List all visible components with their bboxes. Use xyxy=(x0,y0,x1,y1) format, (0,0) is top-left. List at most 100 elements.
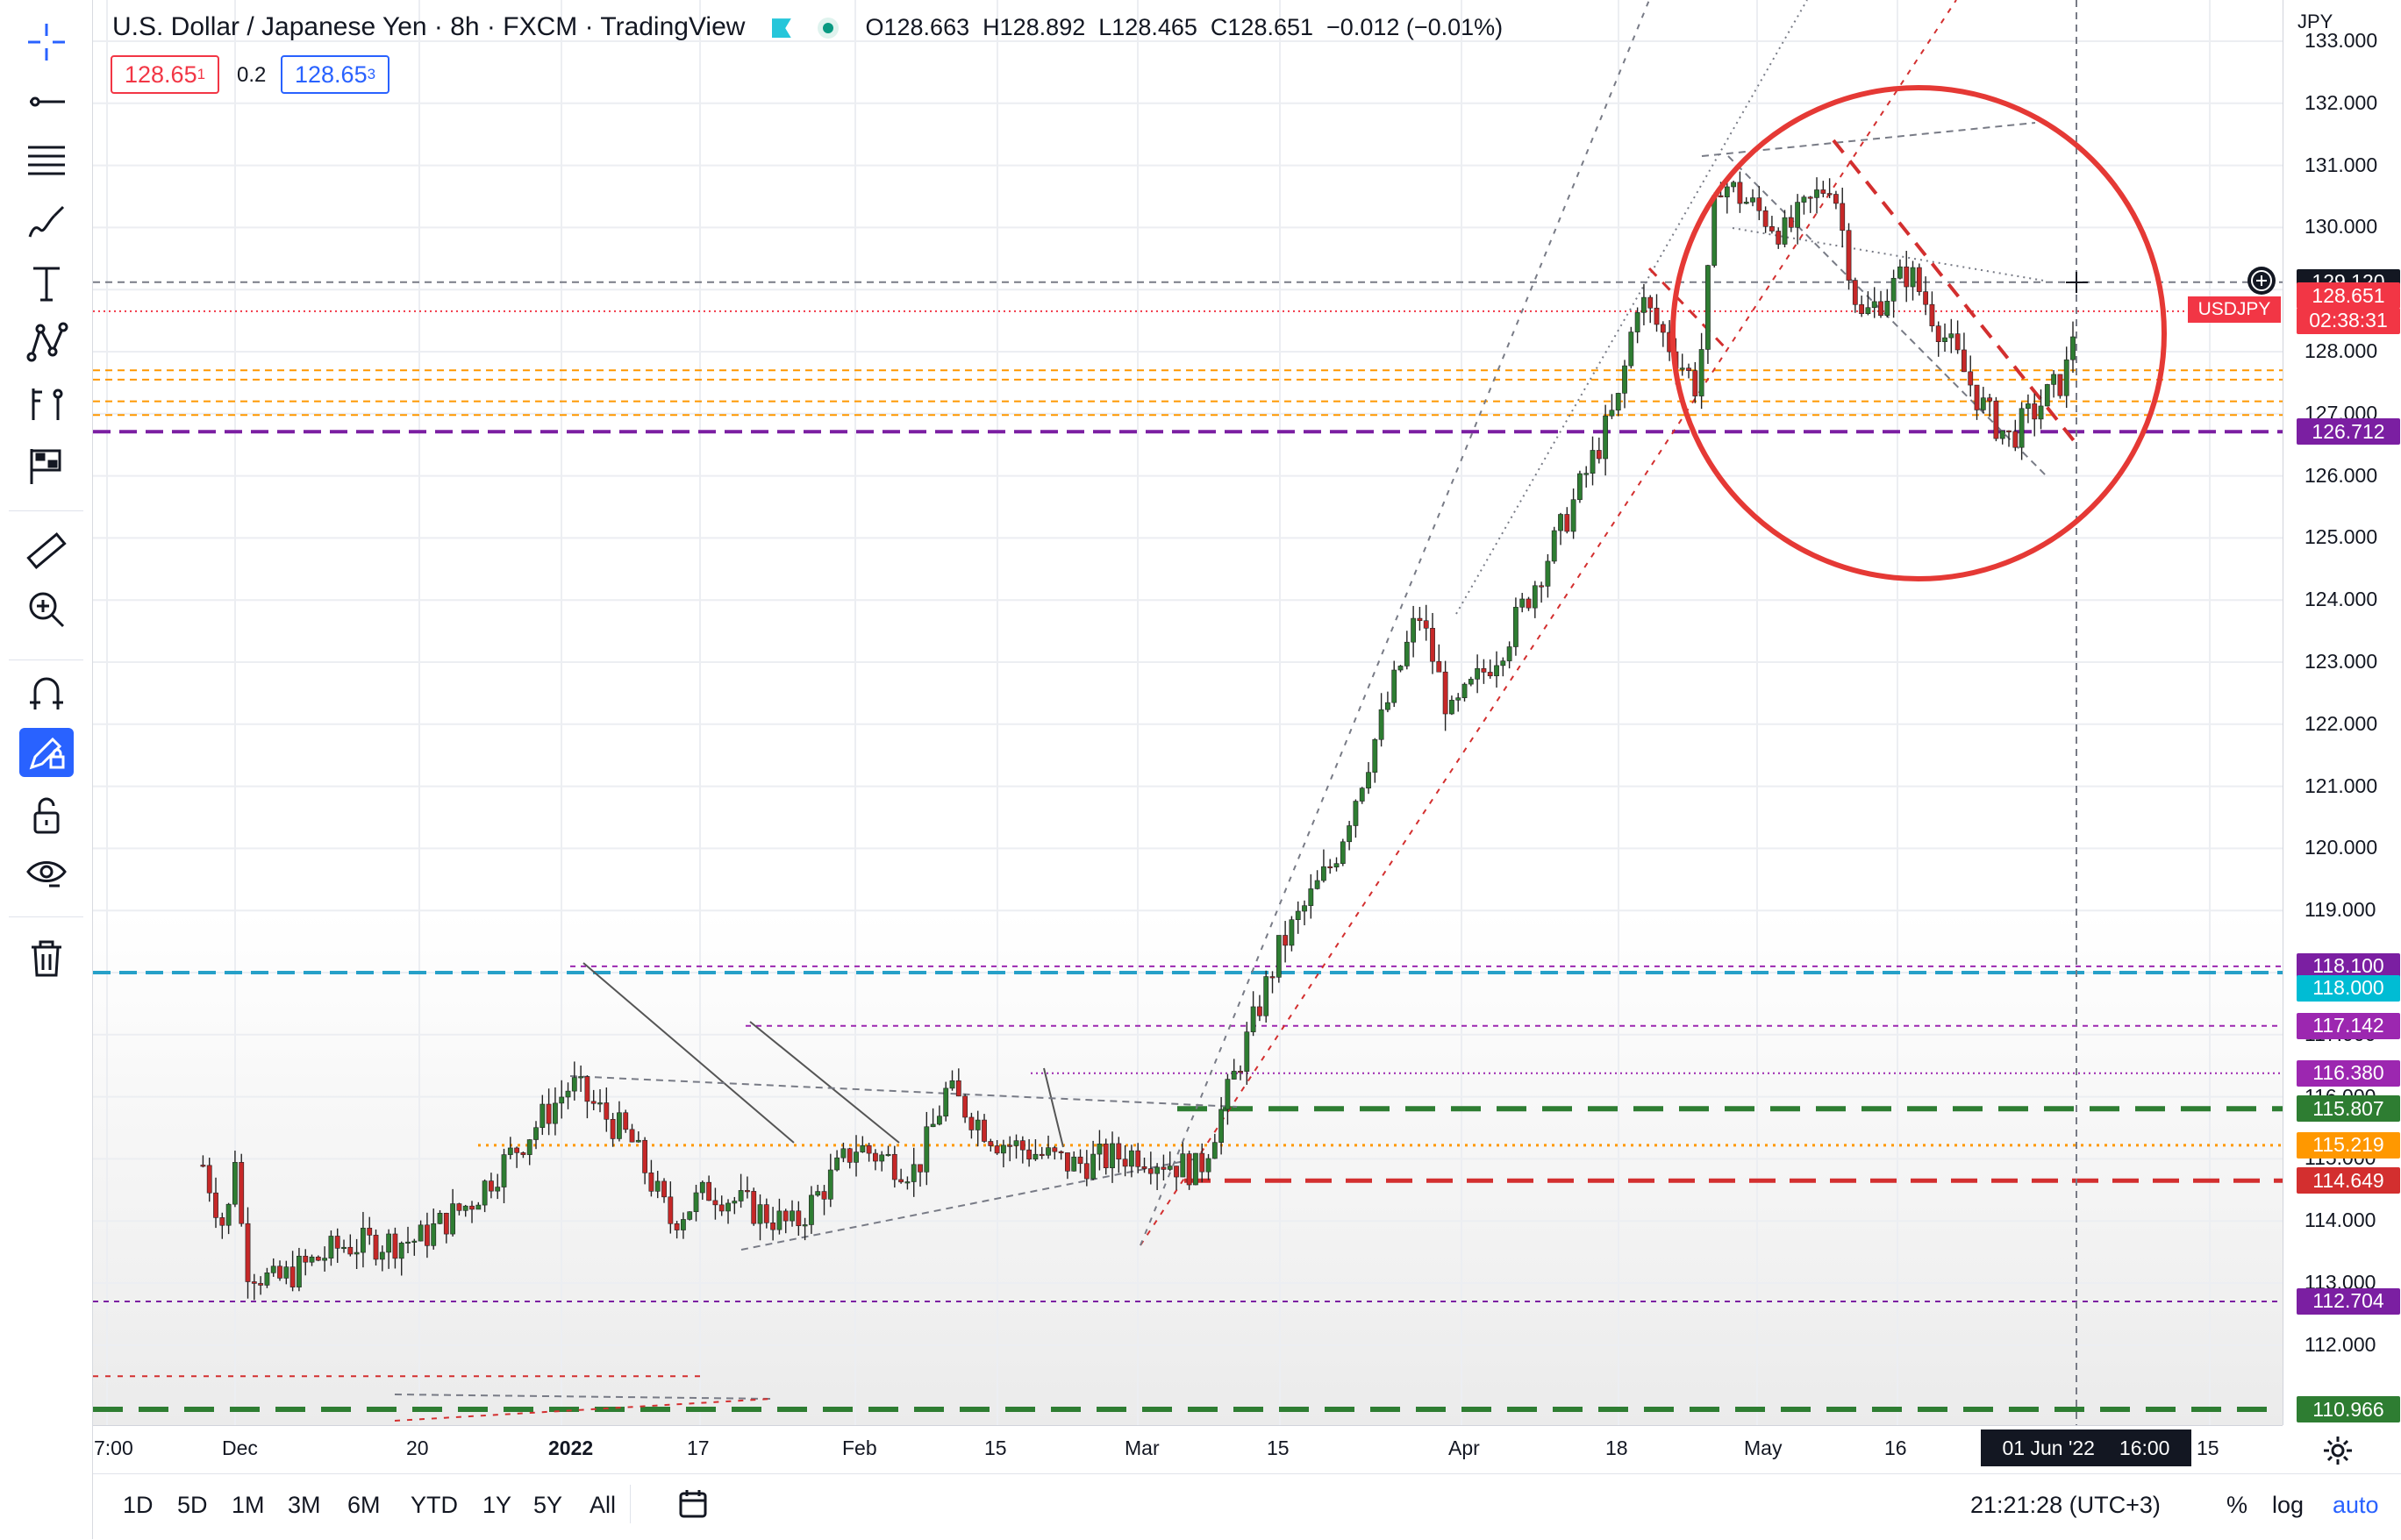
candle xyxy=(1289,919,1295,946)
percent-toggle[interactable]: % xyxy=(2226,1492,2248,1518)
icon-tools-icon[interactable] xyxy=(19,441,74,490)
ruler-icon[interactable] xyxy=(19,526,74,575)
candle xyxy=(450,1203,456,1235)
crosshair-icon[interactable] xyxy=(19,18,74,67)
candle xyxy=(590,1101,597,1104)
candle xyxy=(1609,410,1615,417)
flag-icon[interactable] xyxy=(771,18,791,39)
price-level-tag[interactable]: 115.219 xyxy=(2297,1131,2400,1159)
magnet-icon[interactable] xyxy=(19,668,74,717)
price-level-tag[interactable]: 114.649 xyxy=(2297,1167,2400,1194)
candle xyxy=(1641,296,1647,313)
trend-line xyxy=(394,1398,773,1422)
candle xyxy=(1116,1143,1122,1160)
forecast-icon[interactable] xyxy=(19,379,74,428)
candle xyxy=(1814,189,1819,198)
candle xyxy=(1731,182,1737,188)
range-button[interactable]: 5D xyxy=(177,1492,208,1518)
candle xyxy=(546,1103,552,1124)
zoom-in-icon[interactable] xyxy=(19,585,74,634)
range-button[interactable]: 1M xyxy=(232,1492,265,1518)
time-tick-label: Apr xyxy=(1448,1437,1480,1459)
time-tick-label: 20 xyxy=(406,1437,429,1459)
candle xyxy=(1180,1153,1186,1178)
candle xyxy=(1423,620,1429,629)
candle xyxy=(584,1076,590,1102)
eye-icon[interactable] xyxy=(19,848,74,897)
drawing-toolbar xyxy=(0,0,93,1539)
price-level-tag[interactable]: 126.712 xyxy=(2297,418,2400,446)
range-button[interactable]: 6M xyxy=(347,1492,381,1518)
log-toggle[interactable]: log xyxy=(2272,1492,2305,1518)
range-button[interactable]: 3M xyxy=(288,1492,321,1518)
range-button[interactable]: 1D xyxy=(123,1492,154,1518)
price-level-tag[interactable]: 128.651 xyxy=(2297,282,2400,310)
trend-line-icon[interactable] xyxy=(19,77,74,126)
candle xyxy=(431,1223,437,1246)
price-level-tag[interactable]: 112.704 xyxy=(2297,1287,2400,1315)
trend-line xyxy=(1832,139,2081,449)
candle xyxy=(1231,1071,1237,1080)
price-level-tag[interactable]: 117.142 xyxy=(2297,1012,2400,1039)
candle xyxy=(315,1256,321,1261)
price-tick-label: 121.000 xyxy=(2305,774,2378,797)
trend-line xyxy=(569,1075,1238,1108)
candle xyxy=(674,1223,680,1230)
clock-label[interactable]: 21:21:28 (UTC+3) xyxy=(1970,1492,2161,1518)
candle xyxy=(2012,431,2019,448)
chart-pane[interactable] xyxy=(93,0,2283,1425)
price-level-tag[interactable]: 110.966 xyxy=(2297,1396,2400,1422)
price-level-tag[interactable]: 02:38:31 xyxy=(2297,307,2400,334)
candle xyxy=(200,1165,206,1167)
candle xyxy=(1276,935,1282,978)
lock-drawing-icon[interactable] xyxy=(19,728,74,777)
candle xyxy=(559,1096,565,1104)
candle xyxy=(1372,738,1378,773)
candle xyxy=(1987,397,1993,402)
price-chart[interactable] xyxy=(93,0,2283,1425)
date-range-icon[interactable] xyxy=(675,1487,711,1526)
candle xyxy=(629,1129,635,1143)
time-tick-label: 18 xyxy=(1605,1437,1628,1459)
candle xyxy=(379,1251,385,1260)
price-level-tag[interactable]: 118.000 xyxy=(2297,974,2400,1002)
candle xyxy=(827,1169,833,1200)
candle xyxy=(604,1102,610,1120)
candle xyxy=(1302,905,1307,912)
price-level-tag[interactable]: 115.807 xyxy=(2297,1095,2400,1123)
range-button[interactable]: 1Y xyxy=(482,1492,512,1518)
price-tick-label: 124.000 xyxy=(2305,588,2378,611)
market-status-icon[interactable] xyxy=(818,18,840,39)
trash-icon[interactable] xyxy=(19,934,74,983)
range-button[interactable]: All xyxy=(590,1492,617,1518)
symbol-title[interactable]: U.S. Dollar / Japanese Yen · 8h · FXCM ·… xyxy=(112,12,746,41)
price-axis[interactable]: JPY 133.000132.000131.000130.000129.0001… xyxy=(2283,0,2401,1425)
pattern-icon[interactable] xyxy=(19,317,74,367)
candle xyxy=(1826,193,1833,196)
unlock-icon[interactable] xyxy=(19,791,74,840)
time-axis[interactable]: 7:00 Dec 20 2022 17 Feb 15 Mar 15 Apr 18 May 16 15 01… xyxy=(93,1425,2283,1474)
currency-label[interactable]: JPY xyxy=(2297,11,2333,32)
candle xyxy=(437,1212,443,1224)
candle xyxy=(1211,1142,1218,1159)
fib-retracement-icon[interactable] xyxy=(19,136,74,185)
candle xyxy=(1058,1151,1064,1153)
auto-toggle[interactable]: auto xyxy=(2333,1492,2379,1518)
price-level-tag[interactable]: 116.380 xyxy=(2297,1059,2400,1087)
time-tick-label: 16 xyxy=(1884,1437,1907,1459)
candle xyxy=(809,1194,814,1225)
range-button[interactable]: 5Y xyxy=(533,1492,563,1518)
brush-icon[interactable] xyxy=(19,197,74,246)
candle xyxy=(1718,195,1724,197)
candle xyxy=(1487,672,1493,677)
buy-button[interactable]: 128.65 3 xyxy=(281,55,390,94)
range-button[interactable]: YTD xyxy=(411,1492,458,1518)
text-icon[interactable] xyxy=(19,259,74,308)
candle xyxy=(489,1180,494,1192)
candle xyxy=(565,1090,571,1098)
candle xyxy=(1475,667,1481,680)
sell-button[interactable]: 128.65 1 xyxy=(111,55,220,94)
add-alert-icon[interactable] xyxy=(2247,267,2276,295)
candle xyxy=(930,1123,936,1128)
settings-gear-icon[interactable] xyxy=(2320,1433,2355,1472)
